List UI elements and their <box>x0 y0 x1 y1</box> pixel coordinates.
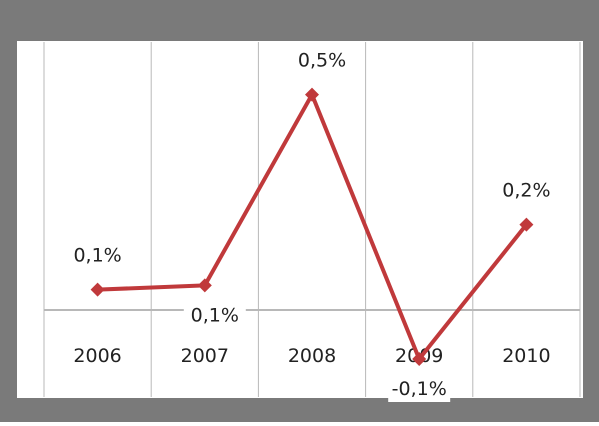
data-labels: 0,1% 0,1% 0,5% -0,1% 0,2% <box>66 47 558 402</box>
data-label-background <box>495 177 558 204</box>
data-label: 0,2% <box>502 180 550 202</box>
x-tick-label: 2008 <box>288 345 336 367</box>
data-point-marker <box>305 87 319 102</box>
data-label: 0,5% <box>298 50 346 72</box>
grid-lines <box>43 42 581 397</box>
data-point-marker <box>90 282 105 297</box>
data-label: 0,1% <box>73 245 121 267</box>
data-label-background <box>291 47 353 74</box>
data-label-background <box>388 376 451 402</box>
x-tick-label: 2006 <box>73 345 121 367</box>
data-label: -0,1% <box>392 378 447 400</box>
data-point-marker <box>519 217 534 232</box>
series-line <box>90 87 534 366</box>
data-label-background <box>183 302 246 329</box>
data-point-marker <box>412 352 427 366</box>
plot-area <box>17 41 583 398</box>
data-point-marker <box>197 278 212 293</box>
data-label: 0,1% <box>191 304 239 326</box>
data-label-background <box>66 242 129 269</box>
x-tick-label: 2007 <box>181 345 229 367</box>
x-tick-label: 2010 <box>502 345 550 367</box>
